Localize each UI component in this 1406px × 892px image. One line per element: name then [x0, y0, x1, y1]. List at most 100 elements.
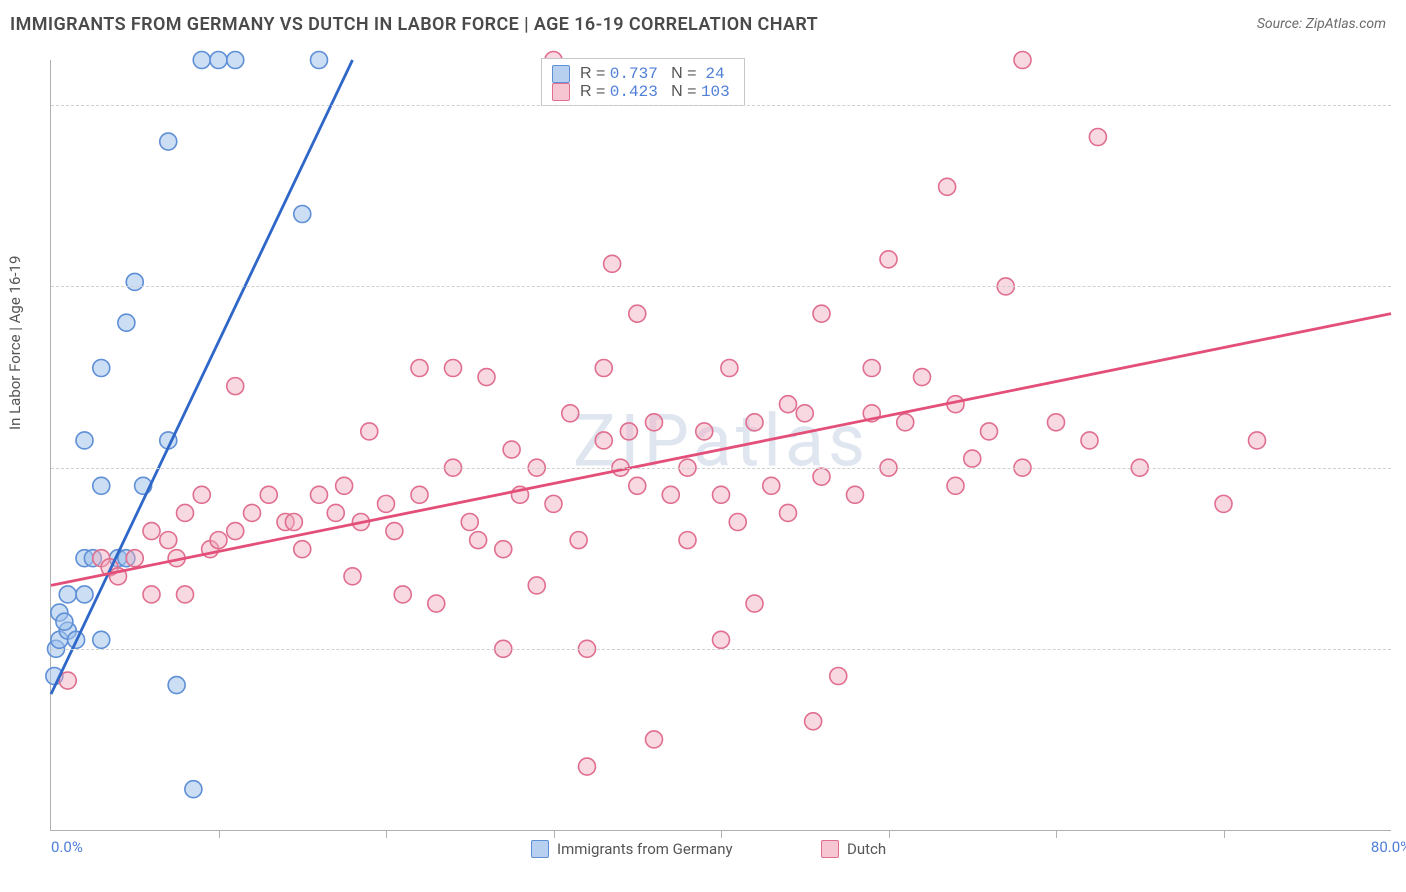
- scatter-point: [939, 178, 956, 195]
- x-tick: [889, 830, 890, 838]
- scatter-point: [193, 52, 210, 69]
- scatter-point: [361, 423, 378, 440]
- scatter-point: [143, 523, 160, 540]
- y-axis-label: In Labor Force | Age 16-19: [6, 256, 24, 430]
- r-value-germany: 0.737: [610, 65, 658, 83]
- x-tick: [1224, 830, 1225, 838]
- x-tick: [219, 830, 220, 838]
- scatter-point: [562, 405, 579, 422]
- scatter-point: [780, 504, 797, 521]
- scatter-point: [763, 477, 780, 494]
- scatter-point: [294, 206, 311, 223]
- scatter-point: [311, 52, 328, 69]
- gridline-h: [51, 649, 1391, 650]
- scatter-point: [595, 432, 612, 449]
- scatter-point: [746, 414, 763, 431]
- x-tick: [554, 830, 555, 838]
- scatter-point: [830, 668, 847, 685]
- scatter-point: [629, 305, 646, 322]
- scatter-point: [897, 414, 914, 431]
- scatter-point: [595, 360, 612, 377]
- n-label: N =: [671, 65, 701, 82]
- scatter-point: [964, 450, 981, 467]
- scatter-point: [126, 550, 143, 567]
- scatter-point: [227, 378, 244, 395]
- gridline-h: [51, 468, 1391, 469]
- scatter-point: [143, 586, 160, 603]
- scatter-point: [311, 486, 328, 503]
- scatter-point: [177, 504, 194, 521]
- scatter-point: [386, 523, 403, 540]
- scatter-point: [411, 486, 428, 503]
- scatter-point: [470, 532, 487, 549]
- scatter-point: [646, 414, 663, 431]
- scatter-point: [160, 532, 177, 549]
- scatter-point: [76, 432, 93, 449]
- scatter-point: [746, 595, 763, 612]
- scatter-point: [495, 541, 512, 558]
- r-value-dutch: 0.423: [610, 83, 658, 101]
- scatter-point: [696, 423, 713, 440]
- scatter-point: [160, 133, 177, 150]
- n-value-germany: 24: [705, 65, 724, 83]
- x-legend-germany-label: Immigrants from Germany: [557, 840, 733, 858]
- x-tick: [1056, 830, 1057, 838]
- scatter-point: [336, 477, 353, 494]
- regression-line: [51, 60, 353, 694]
- gridline-h: [51, 105, 1391, 106]
- scatter-point: [579, 758, 596, 775]
- regression-line: [51, 314, 1391, 586]
- scatter-point: [1081, 432, 1098, 449]
- scatter-point: [503, 441, 520, 458]
- x-legend-dutch-label: Dutch: [847, 840, 886, 858]
- scatter-point: [411, 360, 428, 377]
- scatter-point: [126, 273, 143, 290]
- scatter-point: [327, 504, 344, 521]
- scatter-point: [478, 369, 495, 386]
- scatter-point: [545, 495, 562, 512]
- scatter-point: [93, 477, 110, 494]
- scatter-point: [604, 255, 621, 272]
- legend-swatch-dutch-icon: [821, 840, 839, 858]
- x-tick: [721, 830, 722, 838]
- gridline-h: [51, 286, 1391, 287]
- scatter-point: [863, 360, 880, 377]
- scatter-point: [118, 314, 135, 331]
- x-tick-label: 80.0%: [1371, 838, 1406, 856]
- scatter-point: [713, 631, 730, 648]
- scatter-point: [570, 532, 587, 549]
- scatter-point: [394, 586, 411, 603]
- scatter-point: [227, 52, 244, 69]
- legend-row-dutch: R = 0.423 N = 103: [552, 83, 730, 101]
- legend-row-germany: R = 0.737 N = 24: [552, 65, 730, 83]
- plot-svg: [51, 60, 1391, 830]
- scatter-point: [59, 586, 76, 603]
- scatter-point: [93, 631, 110, 648]
- legend-swatch-germany: [552, 65, 570, 83]
- scatter-point: [344, 568, 361, 585]
- x-legend-dutch: Dutch: [821, 840, 886, 858]
- scatter-point: [227, 523, 244, 540]
- scatter-point: [780, 396, 797, 413]
- scatter-point: [1249, 432, 1266, 449]
- scatter-point: [721, 360, 738, 377]
- scatter-point: [528, 577, 545, 594]
- scatter-point: [93, 360, 110, 377]
- r-label: R =: [580, 83, 610, 100]
- r-label: R =: [580, 65, 610, 82]
- scatter-point: [76, 586, 93, 603]
- scatter-point: [679, 532, 696, 549]
- scatter-point: [1014, 52, 1031, 69]
- x-legend-germany: Immigrants from Germany: [531, 840, 733, 858]
- scatter-point: [981, 423, 998, 440]
- n-value-dutch: 103: [701, 83, 730, 101]
- scatter-point: [1089, 129, 1106, 146]
- scatter-point: [805, 713, 822, 730]
- scatter-point: [428, 595, 445, 612]
- scatter-point: [813, 305, 830, 322]
- scatter-point: [713, 486, 730, 503]
- scatter-point: [294, 541, 311, 558]
- scatter-point: [1048, 414, 1065, 431]
- scatter-point: [646, 731, 663, 748]
- scatter-point: [210, 532, 227, 549]
